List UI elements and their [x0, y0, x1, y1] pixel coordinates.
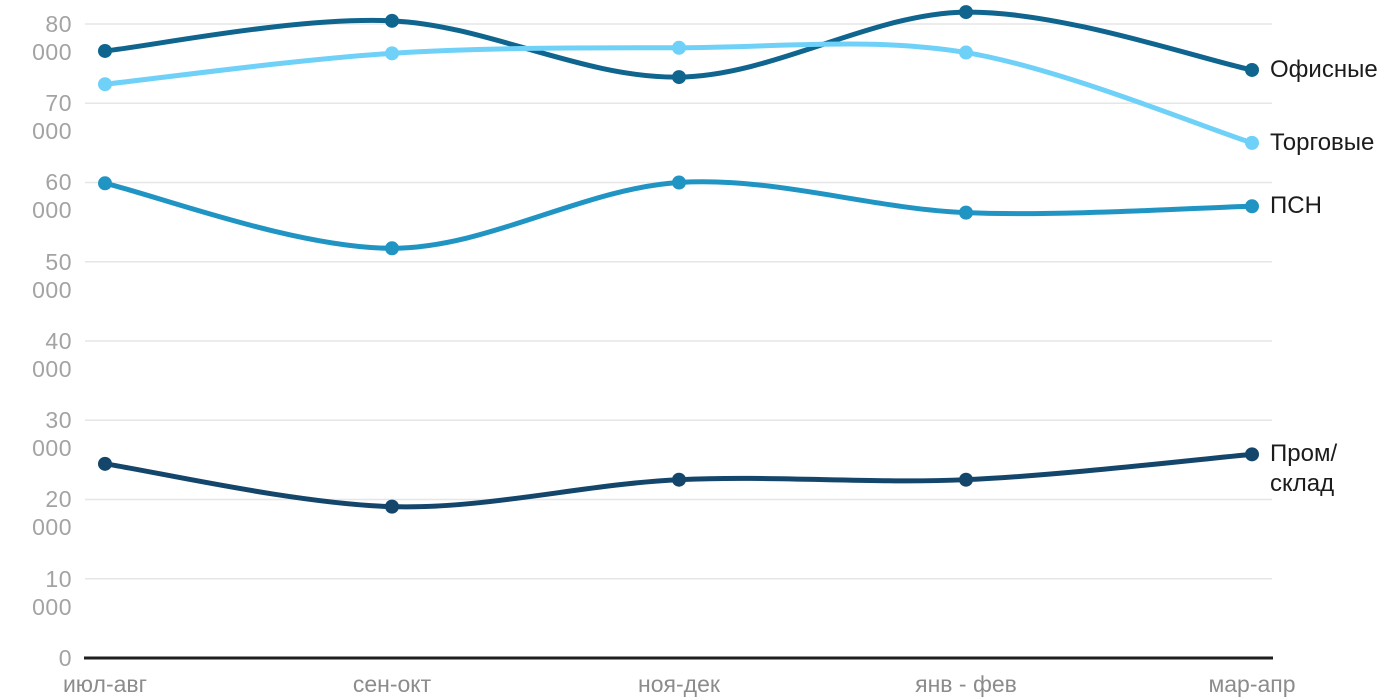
data-point-prom-sklad[interactable]	[1245, 447, 1259, 462]
data-point-torgovye[interactable]	[1245, 135, 1259, 150]
x-tick-label: июл-авг	[62, 671, 148, 697]
data-point-prom-sklad[interactable]	[672, 472, 686, 487]
y-tick-label: 30 000	[32, 407, 72, 461]
series-label-psn: ПСН	[1270, 192, 1322, 219]
data-point-psn[interactable]	[98, 176, 112, 191]
data-point-psn[interactable]	[959, 205, 973, 220]
x-tick-label: янв - фев	[915, 671, 1017, 697]
series-label-torgovye: Торговые	[1270, 129, 1375, 156]
data-point-prom-sklad[interactable]	[959, 472, 973, 487]
series-label-prom-sklad: Пром/	[1270, 440, 1338, 467]
x-tick-label: ноя-дек	[638, 671, 720, 697]
data-point-psn[interactable]	[672, 175, 686, 190]
data-point-torgovye[interactable]	[98, 77, 112, 92]
series-line-torgovye	[102, 41, 1255, 146]
series-label-ofisnye: Офисные	[1270, 56, 1378, 83]
series-line-psn	[102, 179, 1255, 251]
series-label-prom-sklad-2: склад	[1270, 470, 1335, 497]
data-point-ofisnye[interactable]	[672, 70, 686, 85]
data-point-prom-sklad[interactable]	[385, 499, 399, 514]
y-tick-label: 70 000	[32, 90, 72, 144]
y-tick-label: 20 000	[32, 486, 72, 540]
y-tick-label: 0	[58, 645, 72, 671]
y-tick-label: 40 000	[32, 328, 72, 382]
data-point-torgovye[interactable]	[959, 45, 973, 60]
data-point-ofisnye[interactable]	[1245, 62, 1259, 77]
y-tick-label: 50 000	[32, 249, 72, 303]
y-tick-label: 10 000	[32, 566, 72, 620]
y-tick-label: 60 000	[32, 169, 72, 223]
data-point-ofisnye[interactable]	[959, 5, 973, 20]
data-point-psn[interactable]	[385, 241, 399, 256]
data-point-torgovye[interactable]	[385, 46, 399, 61]
data-point-torgovye[interactable]	[672, 40, 686, 55]
data-point-psn[interactable]	[1245, 199, 1259, 214]
data-point-ofisnye[interactable]	[385, 13, 399, 28]
x-tick-label: сен-окт	[352, 671, 432, 697]
data-point-ofisnye[interactable]	[98, 43, 112, 58]
data-point-prom-sklad[interactable]	[98, 456, 112, 471]
x-tick-label: мар-апр	[1208, 671, 1296, 697]
y-tick-label: 80 000	[32, 11, 72, 65]
